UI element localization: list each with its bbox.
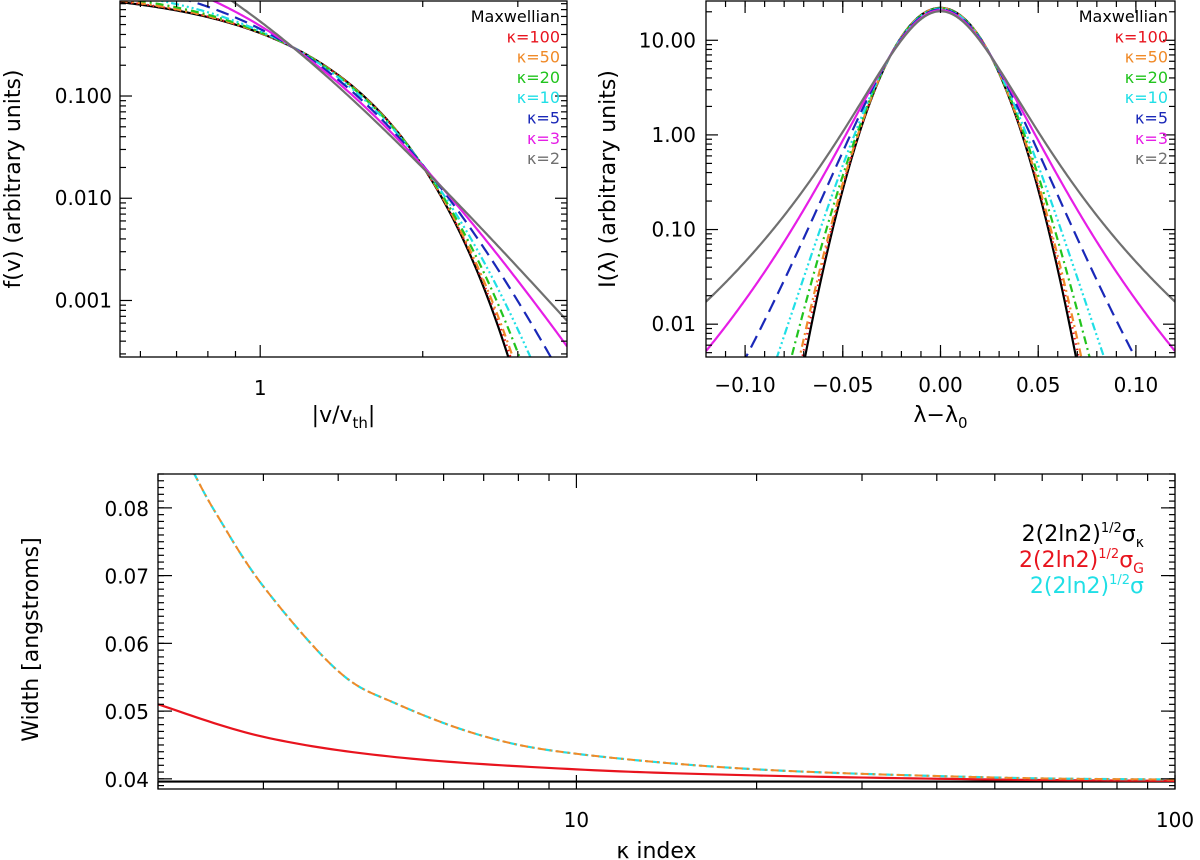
p1-x-tick-label: 1 [254,376,267,400]
p2-legend-kappa-5: κ=5 [1135,109,1168,128]
p1-tick-labels: 1 0.001 0.010 0.100 [55,84,267,400]
p2-x-tick-label: 0.00 [918,373,963,397]
p1-legend-maxwellian: Maxwellian [471,7,560,26]
p3-x-axis-label: κ index [616,839,696,860]
p2-x-tick-label: −0.10 [714,373,775,397]
p3-x-tick-label: 100 [1156,808,1194,832]
p1-curve-maxwellian [120,1,510,357]
p2-legend-kappa-3: κ=3 [1135,129,1168,148]
p2-axes-frame [705,0,1176,358]
p2-legend-kappa-2: κ=2 [1135,149,1168,168]
p3-legend-entry-3: 2(2ln2)1/2σ [1030,573,1144,599]
p3-curve-overlay [193,474,1175,781]
p1-curve-kappa-10 [156,1,532,357]
p1-y-tick-label: 0.010 [55,186,112,210]
p1-legend-kappa-5: κ=5 [527,109,560,128]
p2-x-tick-label: 0.10 [1114,373,1159,397]
p3-y-tick-label: 0.04 [104,768,149,792]
p1-legend-kappa-20: κ=20 [517,68,560,87]
p3-curve-2-2ln2-1-2-2 [193,474,1175,781]
p2-legend-kappa-20: κ=20 [1125,68,1168,87]
p3-curve-2-2ln2-1-2-g-1 [158,703,1175,782]
p1-y-tick-label: 0.001 [55,288,112,312]
panel-line-profile: −0.10 −0.05 0.00 0.05 0.100.010.101.0010.00 … [596,0,1176,432]
p3-ticks [157,473,1176,789]
p2-ticks [706,1,1175,357]
p1-y-axis-label: f(v) (arbitrary units) [1,70,26,289]
p2-tick-labels: −0.10 −0.05 0.00 0.05 0.10 0.01 0.10 1.00 10.00 [639,28,1158,397]
p1-axes-frame [119,0,568,358]
p2-y-tick-label: 0.10 [651,218,696,242]
p3-y-axis-label: Width [angstroms] [19,537,44,741]
p1-curve-kappa-2 [230,1,567,322]
p2-curve-kappa-3 [706,9,1175,352]
p3-y-tick-label: 0.05 [104,700,149,724]
p2-legend-kappa-100: κ=100 [1115,27,1168,46]
p2-y-tick-label: 0.01 [651,312,696,336]
p1-curve-kappa-100 [120,1,512,357]
p3-x-tick-label: 10 [564,808,589,832]
p2-y-tick-label: 1.00 [651,123,696,147]
p1-ticks [120,1,567,357]
p1-curve-kappa-5 [186,1,553,357]
p3-curves [158,474,1175,783]
p1-curves [120,1,567,357]
p1-x-axis-label: |v/vth| [312,403,376,432]
p3-tick-labels: 10 100 0.04 0.05 0.06 0.07 0.08 [104,497,1194,832]
p1-legend-kappa-10: κ=10 [517,88,560,107]
p1-legend-kappa-100: κ=100 [507,27,560,46]
p3-y-tick-label: 0.07 [104,565,149,589]
p2-x-axis-label: λ−λ0 [913,403,967,432]
p3-legend-entry-1: 2(2ln2)1/2σκ [1022,521,1144,551]
p3-y-tick-label: 0.06 [104,632,149,656]
p1-curve-kappa-3 [211,1,567,347]
p2-x-tick-label: 0.05 [1016,373,1061,397]
p1-curve-kappa-20 [132,1,521,357]
p1-curve-kappa-50 [120,1,514,357]
p2-curve-kappa-2 [706,10,1175,303]
p2-y-tick-label: 10.00 [639,28,696,52]
p3-y-tick-label: 0.08 [104,497,149,521]
p2-legend-kappa-50: κ=50 [1125,48,1168,67]
p1-y-tick-label: 0.100 [55,84,112,108]
p1-legend-kappa-3: κ=3 [527,129,560,148]
p3-legend-entry-2: 2(2ln2)1/2σG [1019,547,1144,577]
p3-axes-frame [157,473,1176,790]
p2-legend-maxwellian: Maxwellian [1079,7,1168,26]
p1-legend-kappa-2: κ=2 [527,149,560,168]
p1-legend-kappa-50: κ=50 [517,48,560,67]
p2-x-tick-label: −0.05 [812,373,873,397]
p2-y-axis-label: I(λ) (arbitrary units) [596,70,621,288]
p2-legend-kappa-10: κ=10 [1125,88,1168,107]
